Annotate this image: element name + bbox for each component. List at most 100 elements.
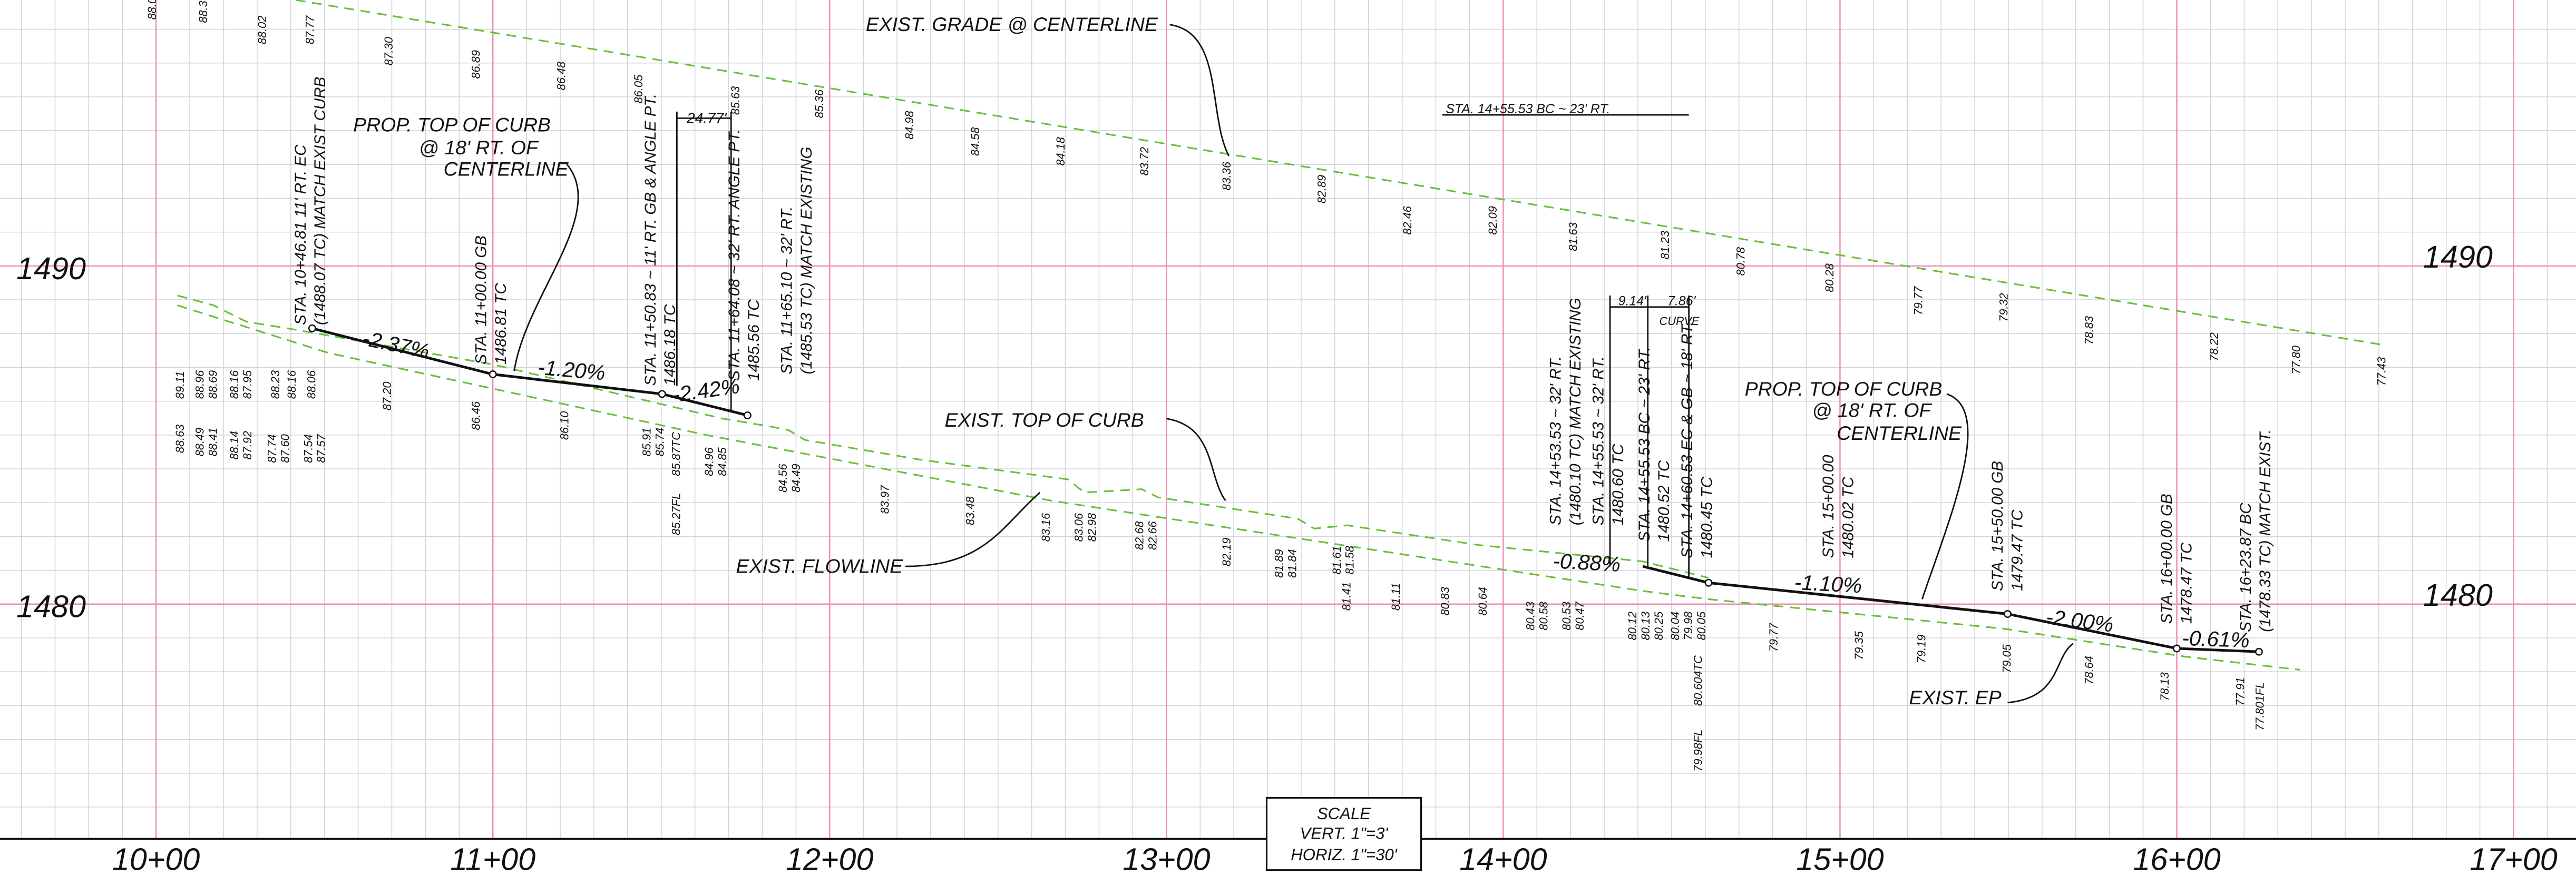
spot-elevation: 77.91	[2233, 677, 2247, 706]
station-callout: 1478.47 TC	[2178, 542, 2196, 624]
station-callout: (1478.33 TC) MATCH EXIST.	[2257, 429, 2274, 632]
spot-elevation: 80.25	[1652, 611, 1665, 640]
dimension: 9.14'	[1618, 294, 1647, 309]
spot-elevation: 85.63	[729, 86, 742, 115]
dimension: 7.86'	[1667, 294, 1696, 309]
spot-elevation: 80.13	[1639, 612, 1652, 641]
station-callout: STA. 14+60.53 EC & GB ~ 18' RT.	[1679, 321, 1696, 558]
station-label: 14+00	[1459, 842, 1547, 875]
station-callout: (1488.07 TC) MATCH EXIST CURB	[311, 77, 329, 325]
slope-label: -2.00%	[2045, 604, 2115, 636]
station-label: 13+00	[1123, 842, 1210, 875]
spot-elevation: 82.89	[1315, 175, 1329, 204]
elevation-label: 1480	[2423, 577, 2493, 613]
station-label: 12+00	[786, 842, 873, 875]
spot-elevation: 83.06	[1072, 513, 1085, 542]
spot-elevation: 86.05	[632, 74, 645, 103]
spot-elevation: 88.63	[173, 425, 187, 454]
station-callout: STA. 11+64.08 ~ 32' RT. ANGLE PT.	[726, 129, 743, 381]
spot-elevation: 84.98	[903, 111, 916, 140]
station-callout: STA. 15+00.00	[1820, 455, 1837, 558]
exist-grade-centerline	[296, 0, 2382, 345]
spot-elevation: 88.16	[285, 370, 298, 399]
spot-elevation: 82.66	[1146, 521, 1159, 550]
note: EXIST. EP	[1909, 686, 2001, 709]
scale-vertical: VERT. 1"=3'	[1300, 824, 1389, 842]
spot-elevation: 81.23	[1658, 231, 1672, 260]
station-label: 11+00	[450, 842, 535, 875]
spot-elevation: 87.20	[380, 382, 394, 411]
spot-elevation: 80.58	[1537, 602, 1550, 631]
station-callout: 1486.18 TC	[661, 304, 679, 386]
spot-elevation: 80.43	[1524, 602, 1537, 631]
station-callout: 1480.45 TC	[1698, 476, 1715, 558]
spot-elevation: 85.27FL	[670, 493, 683, 535]
spot-elevation: 87.57	[315, 434, 328, 463]
note: @ 18' RT. OF	[419, 136, 539, 159]
spot-elevation: 84.85	[716, 447, 729, 476]
note: CENTERLINE	[1837, 422, 1962, 444]
station-callout: STA. 11+65.10 ~ 32' RT.	[778, 207, 796, 375]
spot-elevation: 79.35	[1852, 631, 1866, 660]
spot-elevation: 88.41	[206, 428, 219, 457]
spot-elevation: 81.11	[1389, 583, 1402, 611]
spot-elevation: 88.14	[228, 431, 241, 460]
note: @ 18' RT. OF	[1812, 399, 1932, 421]
spot-elevation: 86.46	[469, 401, 482, 430]
spot-elevation: 88.23	[269, 370, 282, 399]
spot-elevation: 88.02	[256, 16, 269, 45]
station-label: 15+00	[1796, 842, 1884, 875]
station-label: 17+00	[2470, 842, 2557, 875]
spot-elevation: 79.98	[1682, 612, 1695, 641]
scale-horizontal: HORIZ. 1"=30'	[1291, 845, 1398, 864]
spot-elevation: 85.36	[813, 89, 826, 118]
station-callout: STA. 11+50.83 ~ 11' RT. GB & ANGLE PT.	[642, 94, 659, 386]
spot-elevation: 80.53	[1560, 602, 1573, 631]
station-callout: STA. 16+00.00 GB	[2158, 494, 2175, 624]
spot-elevation: 87.92	[241, 431, 254, 460]
spot-elevation: 80.83	[1438, 587, 1451, 616]
spot-elevation: 88.16	[228, 370, 241, 399]
station-callout: STA. 14+53.53 ~ 32' RT.	[1547, 356, 1564, 525]
spot-elevation: 84.96	[702, 447, 716, 476]
spot-elevation: 79.19	[1915, 634, 1928, 663]
station-callout: 1480.60 TC	[1609, 444, 1627, 525]
spot-elevation: 83.36	[1220, 161, 1233, 190]
spot-elevation: 80.47	[1573, 601, 1586, 630]
spot-elevation: 88.0	[145, 0, 159, 19]
spot-elevation: 79.05	[2001, 644, 2014, 673]
spot-elevation: 81.58	[1343, 546, 1357, 575]
spot-elevation: 79.98FL	[1692, 730, 1705, 772]
spot-elevation: 84.49	[789, 464, 803, 493]
slope-label: -1.10%	[1794, 570, 1863, 598]
spot-elevation: 78.83	[2082, 316, 2095, 345]
spot-elevation: 80.04	[1668, 612, 1682, 641]
spot-elevation: 88.96	[193, 370, 207, 399]
spot-elevation: 84.56	[776, 463, 789, 492]
spot-elevation: 80.05	[1695, 611, 1708, 640]
station-callout: 1480.02 TC	[1839, 476, 1857, 558]
spot-elevation: 84.18	[1054, 137, 1067, 166]
station-callout: STA. 11+00.00 GB	[473, 235, 490, 365]
spot-elevation: 80.78	[1734, 247, 1748, 276]
station-callout: 1485.56 TC	[745, 299, 763, 381]
spot-elevation: 87.74	[266, 434, 279, 463]
spot-elevation: 81.84	[1286, 549, 1299, 578]
spot-elevation: 83.48	[964, 497, 977, 526]
station-callout: STA. 14+55.53 ~ 32' RT.	[1590, 356, 1607, 525]
spot-elevation: 88.06	[305, 370, 318, 399]
spot-elevation: 82.68	[1133, 521, 1146, 550]
note: EXIST. FLOWLINE	[736, 555, 904, 577]
station-callout: 1479.47 TC	[2008, 509, 2026, 591]
spot-elevation: 78.13	[2158, 672, 2171, 701]
spot-elevation: 77.80	[2289, 346, 2302, 375]
spot-elevation: 79.77	[1911, 286, 1925, 315]
elevation-label: 1490	[2423, 239, 2493, 274]
profile-drawing: SCALE VERT. 1"=3' HORIZ. 1"=30' 10+0011+…	[0, 0, 2576, 875]
scale-title: SCALE	[1317, 804, 1371, 823]
dimension: 24.77'	[686, 110, 727, 126]
station-label: 16+00	[2133, 842, 2220, 875]
note: STA. 14+55.53 BC ~ 23' RT.	[1446, 102, 1610, 116]
spot-elevation: 85.74	[653, 428, 666, 457]
station-callout: STA. 10+46.81 11' RT. EC	[292, 144, 309, 325]
